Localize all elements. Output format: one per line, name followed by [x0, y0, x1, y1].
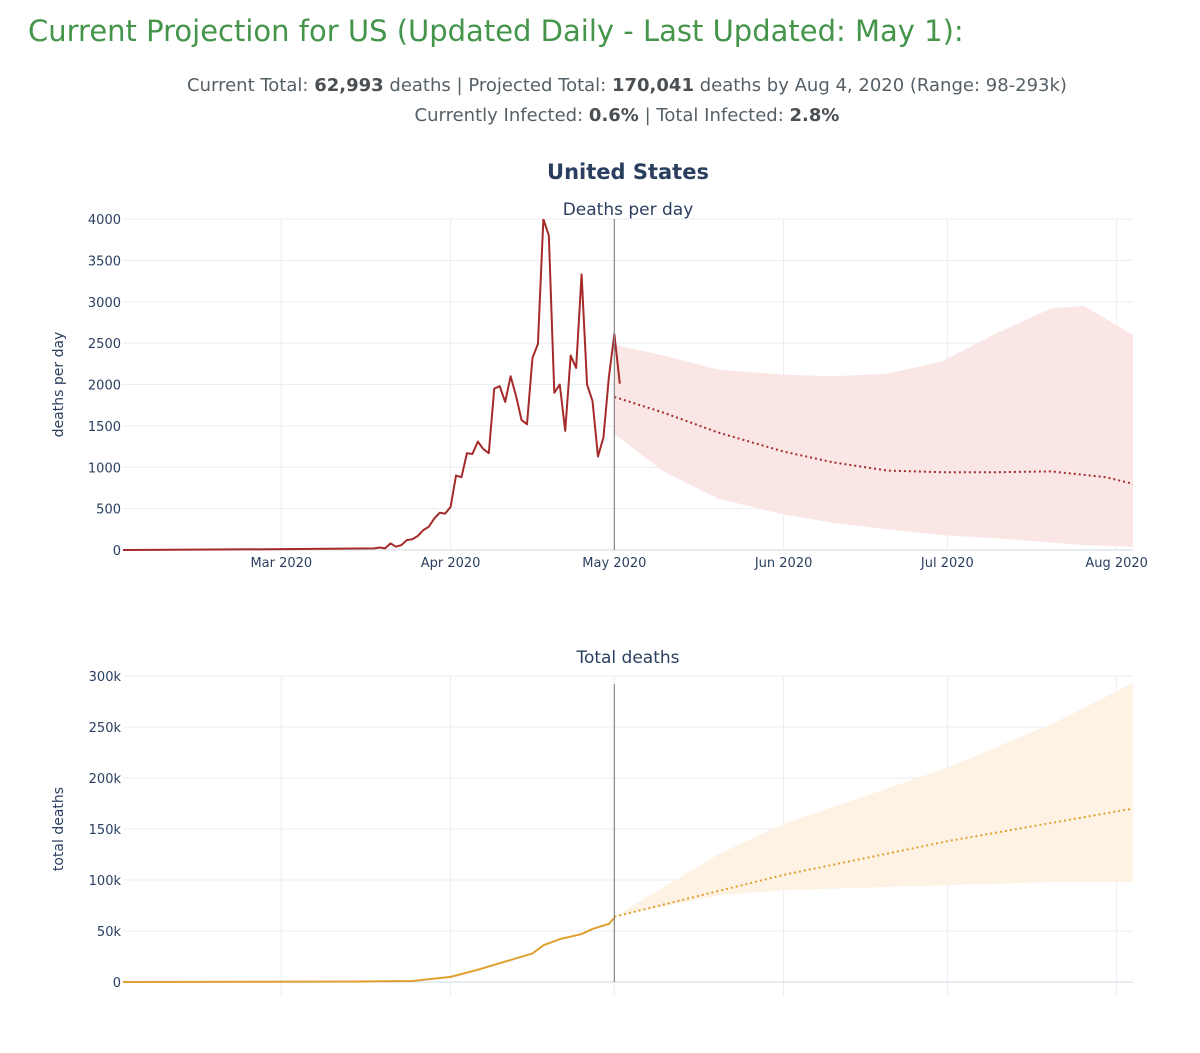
y-tick-label: 150k: [89, 823, 122, 838]
summary-totals: Current Total: 62,993 deaths | Projected…: [0, 75, 1200, 96]
x-tick-label: Mar 2020: [250, 556, 312, 571]
y-tick-label: 500: [96, 503, 121, 518]
deaths-word: deaths: [389, 75, 451, 96]
page-title: Current Projection for US (Updated Daily…: [28, 14, 964, 48]
x-tick-label: May 2020: [582, 556, 646, 571]
separator: |: [456, 75, 463, 96]
total-infected-label: Total Infected:: [656, 105, 784, 126]
projected-total-suffix: deaths by Aug 4, 2020 (Range: 98-293k): [699, 75, 1067, 96]
x-tick-label: Jun 2020: [754, 556, 813, 571]
summary-infected: Currently Infected: 0.6% | Total Infecte…: [0, 105, 1200, 126]
currently-infected-value: 0.6%: [588, 105, 639, 126]
y-tick-label: 300k: [89, 670, 122, 685]
y-tick-label: 200k: [89, 772, 122, 787]
y-axis-label: deaths per day: [51, 332, 67, 438]
plot-area: [123, 219, 1133, 551]
y-tick-label: 1500: [88, 420, 121, 435]
series-observed-line: [123, 219, 610, 551]
deaths-per-day-chart: Deaths per day 0 500 1000 1500 2000 2500 3000 35…: [51, 200, 1148, 571]
y-tick-label: 1000: [88, 461, 121, 476]
y-tick-label: 250k: [89, 721, 122, 736]
subplot-title: Total deaths: [575, 648, 679, 668]
x-tick-label: Aug 2020: [1085, 556, 1148, 571]
projected-total-label: Projected Total:: [468, 75, 607, 96]
projected-total-value: 170,041: [611, 75, 694, 96]
series-projected-line: [614, 395, 1133, 485]
currently-infected-label: Currently Infected:: [414, 105, 584, 126]
current-total-value: 62,993: [314, 75, 384, 96]
current-total-label: Current Total:: [187, 75, 309, 96]
y-tick-label: 3500: [88, 254, 121, 269]
y-tick-label: 2000: [88, 379, 121, 394]
series-observed-line: [123, 917, 616, 983]
total-deaths-chart: Total deaths 0 50k 100k 150k 200k 250k 300k tota…: [51, 648, 1133, 996]
y-tick-label: 4000: [88, 213, 121, 228]
y-tick-label: 100k: [89, 874, 122, 889]
y-tick-label: 3000: [88, 296, 121, 311]
projection-range-band: [614, 683, 1133, 917]
plot-area: [123, 683, 1133, 983]
y-axis-label: total deaths: [51, 787, 67, 871]
series-projected-line: [614, 807, 1133, 918]
y-tick-label: 0: [113, 976, 121, 991]
x-tick-label: Apr 2020: [421, 556, 481, 571]
x-tick-label: Jul 2020: [920, 556, 974, 571]
projection-range-band: [614, 305, 1133, 547]
subplot-title: Deaths per day: [563, 200, 694, 220]
y-tick-label: 0: [113, 544, 121, 559]
y-tick-label: 2500: [88, 337, 121, 352]
y-tick-label: 50k: [97, 925, 122, 940]
separator: |: [644, 105, 651, 126]
total-infected-value: 2.8%: [789, 105, 840, 126]
figure-title: United States: [547, 160, 709, 184]
